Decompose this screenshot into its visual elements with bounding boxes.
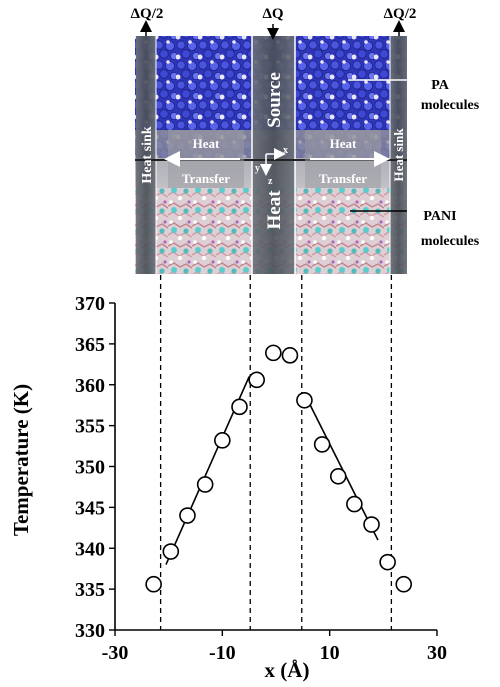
heat-right-label: Heat [330, 136, 357, 151]
heat-flux-labels: ΔQ/2 ΔQ ΔQ/2 [131, 6, 417, 40]
x-axis-label: x (Å) [265, 658, 310, 682]
data-point [214, 432, 231, 449]
x-tick-label: 10 [320, 642, 340, 664]
data-point [313, 436, 331, 453]
data-point [145, 575, 162, 593]
y-tick-label: 355 [75, 416, 105, 438]
coordinate-axes: x y z [255, 145, 288, 187]
heat-left-label: Heat [193, 136, 220, 151]
data-point [196, 476, 214, 493]
y-tick-label: 350 [75, 457, 105, 479]
pani-label-line2: molecules [421, 234, 480, 249]
y-axis-label: Temperature (K) [9, 384, 33, 536]
temperature-chart: 330 335 340 345 350 355 360 365 370 -30 -10 10 30 x … [9, 275, 447, 682]
y-tick-label: 340 [75, 538, 105, 560]
fit-lines [165, 376, 379, 565]
dashed-guides [159, 275, 393, 630]
y-tick-label: 335 [75, 579, 105, 601]
data-point [346, 495, 363, 513]
axis-y-label: y [255, 163, 260, 174]
y-tick-label: 370 [75, 293, 105, 315]
heat-sink-right [390, 36, 407, 274]
pa-label-line1: PA [431, 78, 450, 93]
heat-sink-right-label: Heat sink [391, 128, 406, 182]
dq-center-label: ΔQ [262, 6, 283, 22]
y-tick-label: 330 [75, 620, 105, 642]
axis-x-label: x [283, 145, 288, 156]
y-tick-label: 345 [75, 497, 105, 519]
y-tick-label: 360 [75, 375, 105, 397]
data-point [379, 553, 396, 571]
pa-label-line2: molecules [421, 98, 480, 113]
x-tick-label: 30 [427, 642, 447, 664]
data-point [248, 371, 265, 389]
data-point [281, 347, 299, 364]
heat-sink-left [136, 36, 156, 274]
x-tick-label: -30 [102, 642, 129, 664]
heat-vertical-label: Heat [264, 190, 285, 230]
axis-z-label: z [268, 176, 273, 187]
x-tick-label: -10 [209, 642, 236, 664]
data-point [231, 398, 248, 416]
simulation-panel: Heat sink Heat sink Source Heat Heat Tra… [135, 36, 407, 274]
data-point [395, 575, 413, 593]
heat-source-column [252, 36, 295, 274]
y-tick-label: 365 [75, 334, 105, 356]
dq-right-label: ΔQ/2 [384, 6, 417, 22]
source-label: Source [264, 72, 285, 128]
chart-axes: 330 335 340 345 350 355 360 365 370 -30 -10 10 30 [75, 293, 447, 664]
molecule-callouts: PA molecules PANI molecules [348, 78, 480, 249]
data-point [363, 516, 380, 533]
transfer-right-label: Transfer [319, 171, 367, 186]
dq-left-label: ΔQ/2 [131, 6, 164, 22]
data-points [145, 344, 413, 593]
data-point [179, 507, 196, 524]
heat-sink-left-label: Heat sink [140, 126, 155, 183]
transfer-left-label: Transfer [182, 171, 230, 186]
data-point [329, 468, 347, 485]
data-point [296, 391, 313, 409]
data-point [162, 543, 180, 560]
pani-label-line1: PANI [423, 209, 456, 224]
data-point [265, 344, 282, 362]
